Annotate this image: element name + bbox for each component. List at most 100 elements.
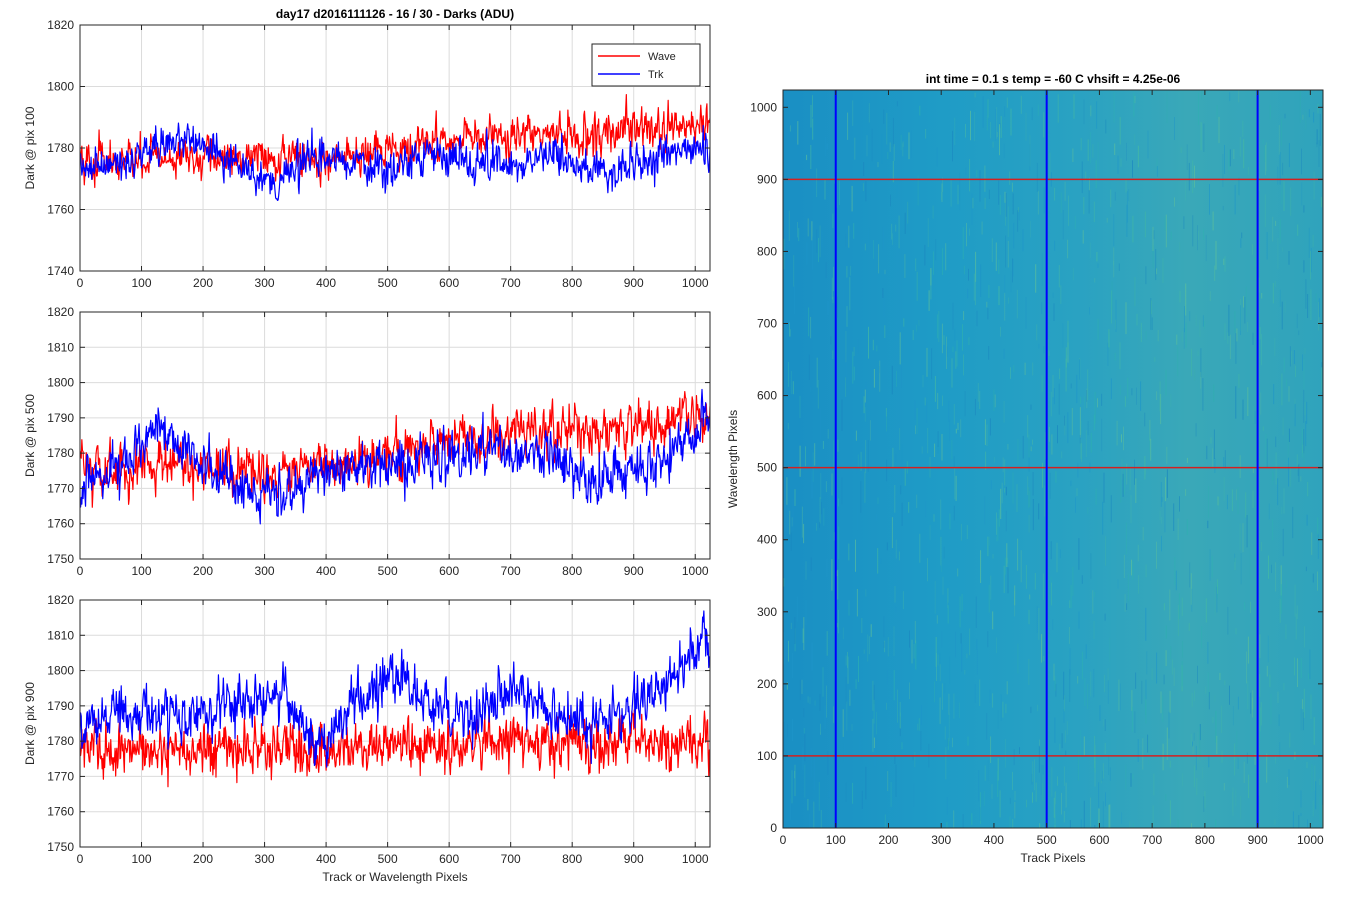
heatmap-noise: [804, 733, 806, 762]
heatmap-noise: [1160, 691, 1162, 714]
heatmap-noise: [1152, 226, 1154, 251]
heatmap-noise: [1082, 230, 1084, 244]
heatmap-noise: [790, 532, 792, 551]
heatmap-noise: [1268, 503, 1270, 520]
heatmap-noise: [866, 135, 868, 157]
heatmap-noise: [997, 710, 999, 729]
heatmap-noise: [1072, 148, 1074, 163]
heatmap-noise: [802, 747, 804, 770]
x-tick-label: 700: [1142, 833, 1162, 847]
heatmap-noise: [841, 477, 843, 505]
heatmap-noise: [874, 736, 876, 767]
heatmap-noise: [1281, 301, 1283, 330]
heatmap-noise: [1085, 430, 1087, 458]
heatmap-noise: [832, 213, 834, 229]
heatmap-noise: [1197, 230, 1199, 241]
heatmap-noise: [963, 354, 964, 376]
x-tick-label: 1000: [682, 564, 709, 578]
heatmap-noise: [1054, 792, 1056, 823]
heatmap-noise: [803, 708, 805, 718]
heatmap-noise: [1041, 375, 1043, 392]
heatmap-noise: [1190, 823, 1192, 828]
heatmap-noise: [1213, 429, 1215, 459]
heatmap-noise: [839, 180, 840, 206]
heatmap-noise: [1019, 747, 1020, 754]
heatmap-noise: [804, 764, 806, 798]
heatmap-noise: [1229, 149, 1231, 167]
heatmap-noise: [1235, 489, 1237, 501]
heatmap-noise: [985, 451, 987, 470]
heatmap-noise: [814, 443, 816, 466]
heatmap-noise: [816, 168, 818, 198]
heatmap-noise: [927, 218, 929, 247]
heatmap-noise: [1294, 584, 1296, 617]
y-tick-label: 1760: [47, 517, 74, 531]
heatmap-noise: [1186, 144, 1188, 170]
heatmap-noise: [1093, 621, 1095, 639]
x-tick-label: 400: [316, 276, 336, 290]
series-group: [80, 388, 710, 525]
heatmap-noise: [1125, 302, 1127, 335]
heatmap-noise: [984, 197, 986, 210]
heatmap-noise: [944, 726, 946, 740]
heatmap-noise: [865, 181, 867, 202]
heatmap-noise: [1279, 289, 1281, 307]
y-tick-label: 1820: [47, 18, 74, 32]
heatmap-noise: [864, 407, 866, 422]
heatmap-noise: [1039, 823, 1041, 828]
heatmap-noise: [893, 626, 895, 657]
heatmap-noise: [1245, 286, 1247, 317]
heatmap-noise: [833, 440, 835, 471]
heatmap-noise: [1266, 753, 1268, 783]
heatmap-noise: [1316, 142, 1318, 148]
heatmap-noise: [1032, 362, 1034, 376]
heatmap-noise: [1036, 162, 1038, 192]
heatmap-noise: [943, 335, 945, 345]
heatmap-noise: [803, 523, 805, 544]
heatmap-noise: [959, 172, 961, 202]
heatmap-noise: [947, 738, 949, 750]
heatmap-noise: [1239, 455, 1241, 479]
heatmap-noise: [945, 243, 947, 271]
heatmap-noise: [894, 485, 896, 513]
heatmap-noise: [1050, 582, 1052, 606]
heatmap-noise: [1136, 387, 1137, 405]
heatmap-noise: [1052, 375, 1054, 398]
heatmap-noise: [901, 742, 903, 750]
heatmap-noise: [913, 783, 915, 807]
heatmap-noise: [1070, 480, 1072, 487]
heatmap-noise: [1265, 142, 1267, 172]
heatmap-noise: [837, 296, 838, 318]
line-plot-pix-900: 0 100 200 300 400 500 600 700 800 900 1000 1750 1760…: [23, 593, 711, 884]
heatmap-noise: [1089, 177, 1090, 191]
heatmap-noise: [1054, 814, 1056, 828]
heatmap-noise: [904, 254, 906, 278]
heatmap-noise: [1262, 139, 1264, 144]
heatmap-noise: [1154, 357, 1156, 362]
heatmap-noise: [1131, 388, 1133, 396]
heatmap-noise: [1094, 744, 1096, 773]
heatmap-noise: [1013, 365, 1015, 373]
heatmap-noise: [1144, 695, 1146, 715]
heatmap-noise: [1028, 609, 1030, 625]
heatmap-noise: [1240, 796, 1242, 819]
heatmap-noise: [1038, 745, 1040, 773]
heatmap-noise: [1288, 386, 1290, 402]
y-tick-label: 1790: [47, 699, 74, 713]
heatmap-noise: [924, 397, 926, 406]
heatmap-noise: [1109, 767, 1111, 781]
heatmap-noise: [827, 751, 829, 775]
heatmap-noise: [998, 286, 1000, 306]
heatmap-noise: [978, 770, 980, 802]
heatmap-noise: [1137, 145, 1139, 168]
heatmap-noise: [1200, 348, 1202, 377]
heatmap-noise: [1246, 752, 1248, 764]
heatmap-noise: [1303, 358, 1305, 390]
heatmap-noise: [872, 164, 874, 192]
heatmap-noise: [992, 693, 994, 708]
heatmap-noise: [976, 639, 978, 650]
heatmap-noise: [1156, 166, 1158, 177]
heatmap-noise: [1057, 776, 1058, 786]
heatmap-noise: [1094, 825, 1096, 828]
heatmap-noise: [1279, 742, 1281, 758]
